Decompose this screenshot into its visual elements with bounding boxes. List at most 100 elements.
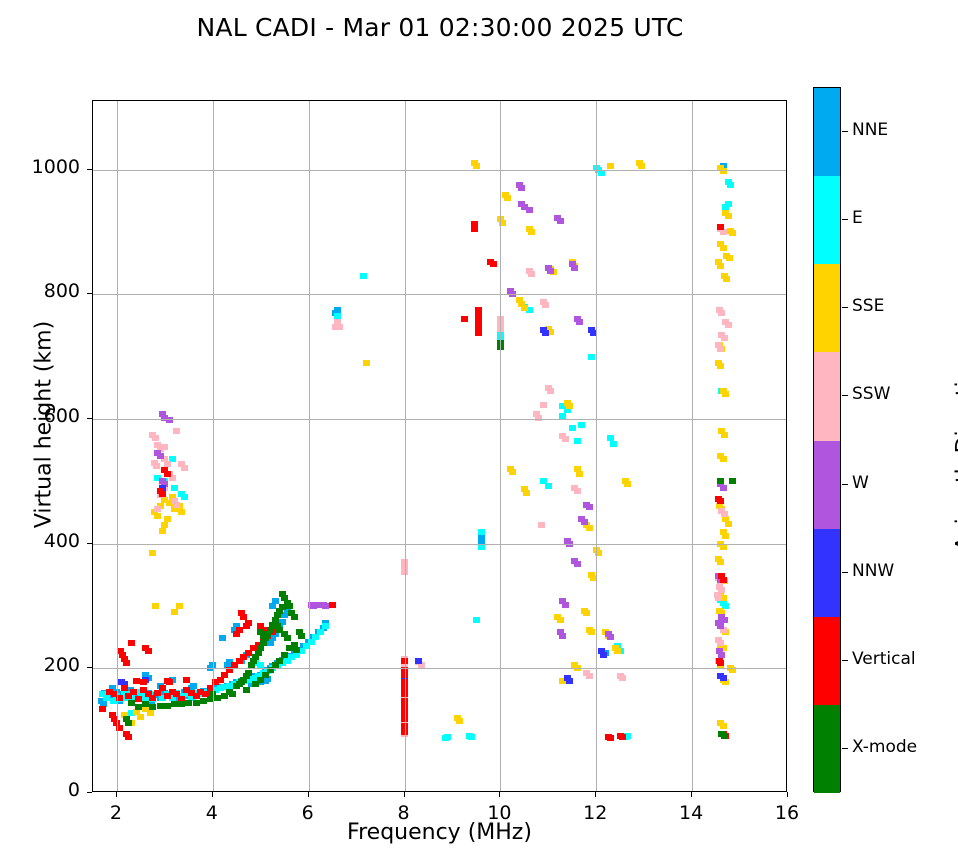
data-point <box>726 255 734 262</box>
colorbar-segment-vertical[interactable] <box>814 616 840 705</box>
data-point <box>135 703 143 710</box>
data-point <box>123 660 131 667</box>
data-point <box>278 604 286 611</box>
data-point <box>528 271 536 278</box>
data-point <box>568 261 576 268</box>
data-point <box>286 602 294 609</box>
colorbar-segment-nne[interactable] <box>814 88 840 177</box>
x-tick <box>307 792 309 797</box>
data-point <box>717 362 725 369</box>
data-point <box>166 417 174 424</box>
colorbar-segment-x-mode[interactable] <box>814 704 840 793</box>
data-point <box>621 478 629 485</box>
data-point <box>108 712 116 719</box>
data-point <box>331 309 339 316</box>
data-point <box>154 442 162 449</box>
x-tick <box>595 792 597 797</box>
data-point <box>518 200 526 207</box>
colorbar-label-nne: NNE <box>852 120 889 141</box>
data-point <box>506 288 514 295</box>
data-point <box>178 693 186 700</box>
data-point <box>571 484 579 491</box>
data-point <box>211 687 219 694</box>
data-point <box>717 346 725 353</box>
data-point <box>117 647 125 654</box>
colorbar[interactable] <box>813 87 841 793</box>
plot-area[interactable] <box>92 100 787 792</box>
data-point <box>573 437 581 444</box>
data-point <box>607 163 615 170</box>
data-point <box>528 228 536 235</box>
data-point <box>453 715 461 722</box>
data-point <box>477 529 485 536</box>
data-point <box>599 651 607 658</box>
data-point <box>99 691 107 698</box>
data-point <box>254 672 262 679</box>
data-point <box>724 179 732 186</box>
data-point <box>262 671 270 678</box>
data-point <box>472 163 480 170</box>
data-point <box>520 203 528 210</box>
data-point <box>619 733 627 740</box>
data-point <box>302 643 310 650</box>
y-tick <box>87 168 92 170</box>
data-point <box>274 622 282 629</box>
data-point <box>635 160 643 167</box>
colorbar-segment-e[interactable] <box>814 176 840 265</box>
data-point <box>120 655 128 662</box>
data-point <box>206 696 214 703</box>
data-point <box>547 387 555 394</box>
data-point <box>252 654 260 661</box>
colorbar-segment-w[interactable] <box>814 440 840 529</box>
data-point <box>185 699 193 706</box>
data-point <box>211 679 219 686</box>
data-point <box>257 622 265 629</box>
data-point <box>477 543 485 550</box>
data-point <box>470 221 478 228</box>
data-point <box>264 631 272 638</box>
data-point <box>717 481 725 488</box>
data-point <box>259 632 267 639</box>
data-point <box>132 708 140 715</box>
colorbar-tick <box>842 131 848 133</box>
data-point <box>281 595 289 602</box>
data-point <box>415 657 423 664</box>
y-tick-label: 600 <box>43 404 80 427</box>
data-point <box>719 722 727 729</box>
data-point <box>525 225 533 232</box>
colorbar-segment-ssw[interactable] <box>814 352 840 441</box>
data-point <box>283 635 291 642</box>
data-point <box>109 697 117 704</box>
data-point <box>269 635 277 642</box>
data-point <box>120 712 128 719</box>
y-gridline <box>93 169 786 171</box>
data-point <box>173 691 181 698</box>
data-point <box>159 478 166 485</box>
data-point <box>115 724 123 731</box>
data-point <box>718 428 726 435</box>
data-point <box>537 521 545 528</box>
y-tick-label: 800 <box>43 280 80 303</box>
data-point <box>257 676 265 683</box>
data-point <box>717 640 725 647</box>
data-point <box>333 306 341 313</box>
data-point <box>235 626 243 633</box>
data-point <box>573 560 581 567</box>
data-point <box>719 529 727 536</box>
data-point <box>540 402 548 409</box>
data-point <box>544 325 552 332</box>
data-point <box>718 573 726 580</box>
data-point <box>609 440 617 447</box>
data-point <box>161 414 169 421</box>
data-point <box>161 481 169 488</box>
colorbar-segment-nnw[interactable] <box>814 528 840 617</box>
data-point <box>125 693 133 700</box>
x-tick <box>499 792 501 797</box>
data-point <box>468 733 476 740</box>
data-point <box>281 612 289 619</box>
data-point <box>295 629 303 636</box>
data-point <box>713 591 721 598</box>
data-point <box>230 662 238 669</box>
colorbar-segment-sse[interactable] <box>814 264 840 353</box>
data-point <box>475 316 483 323</box>
